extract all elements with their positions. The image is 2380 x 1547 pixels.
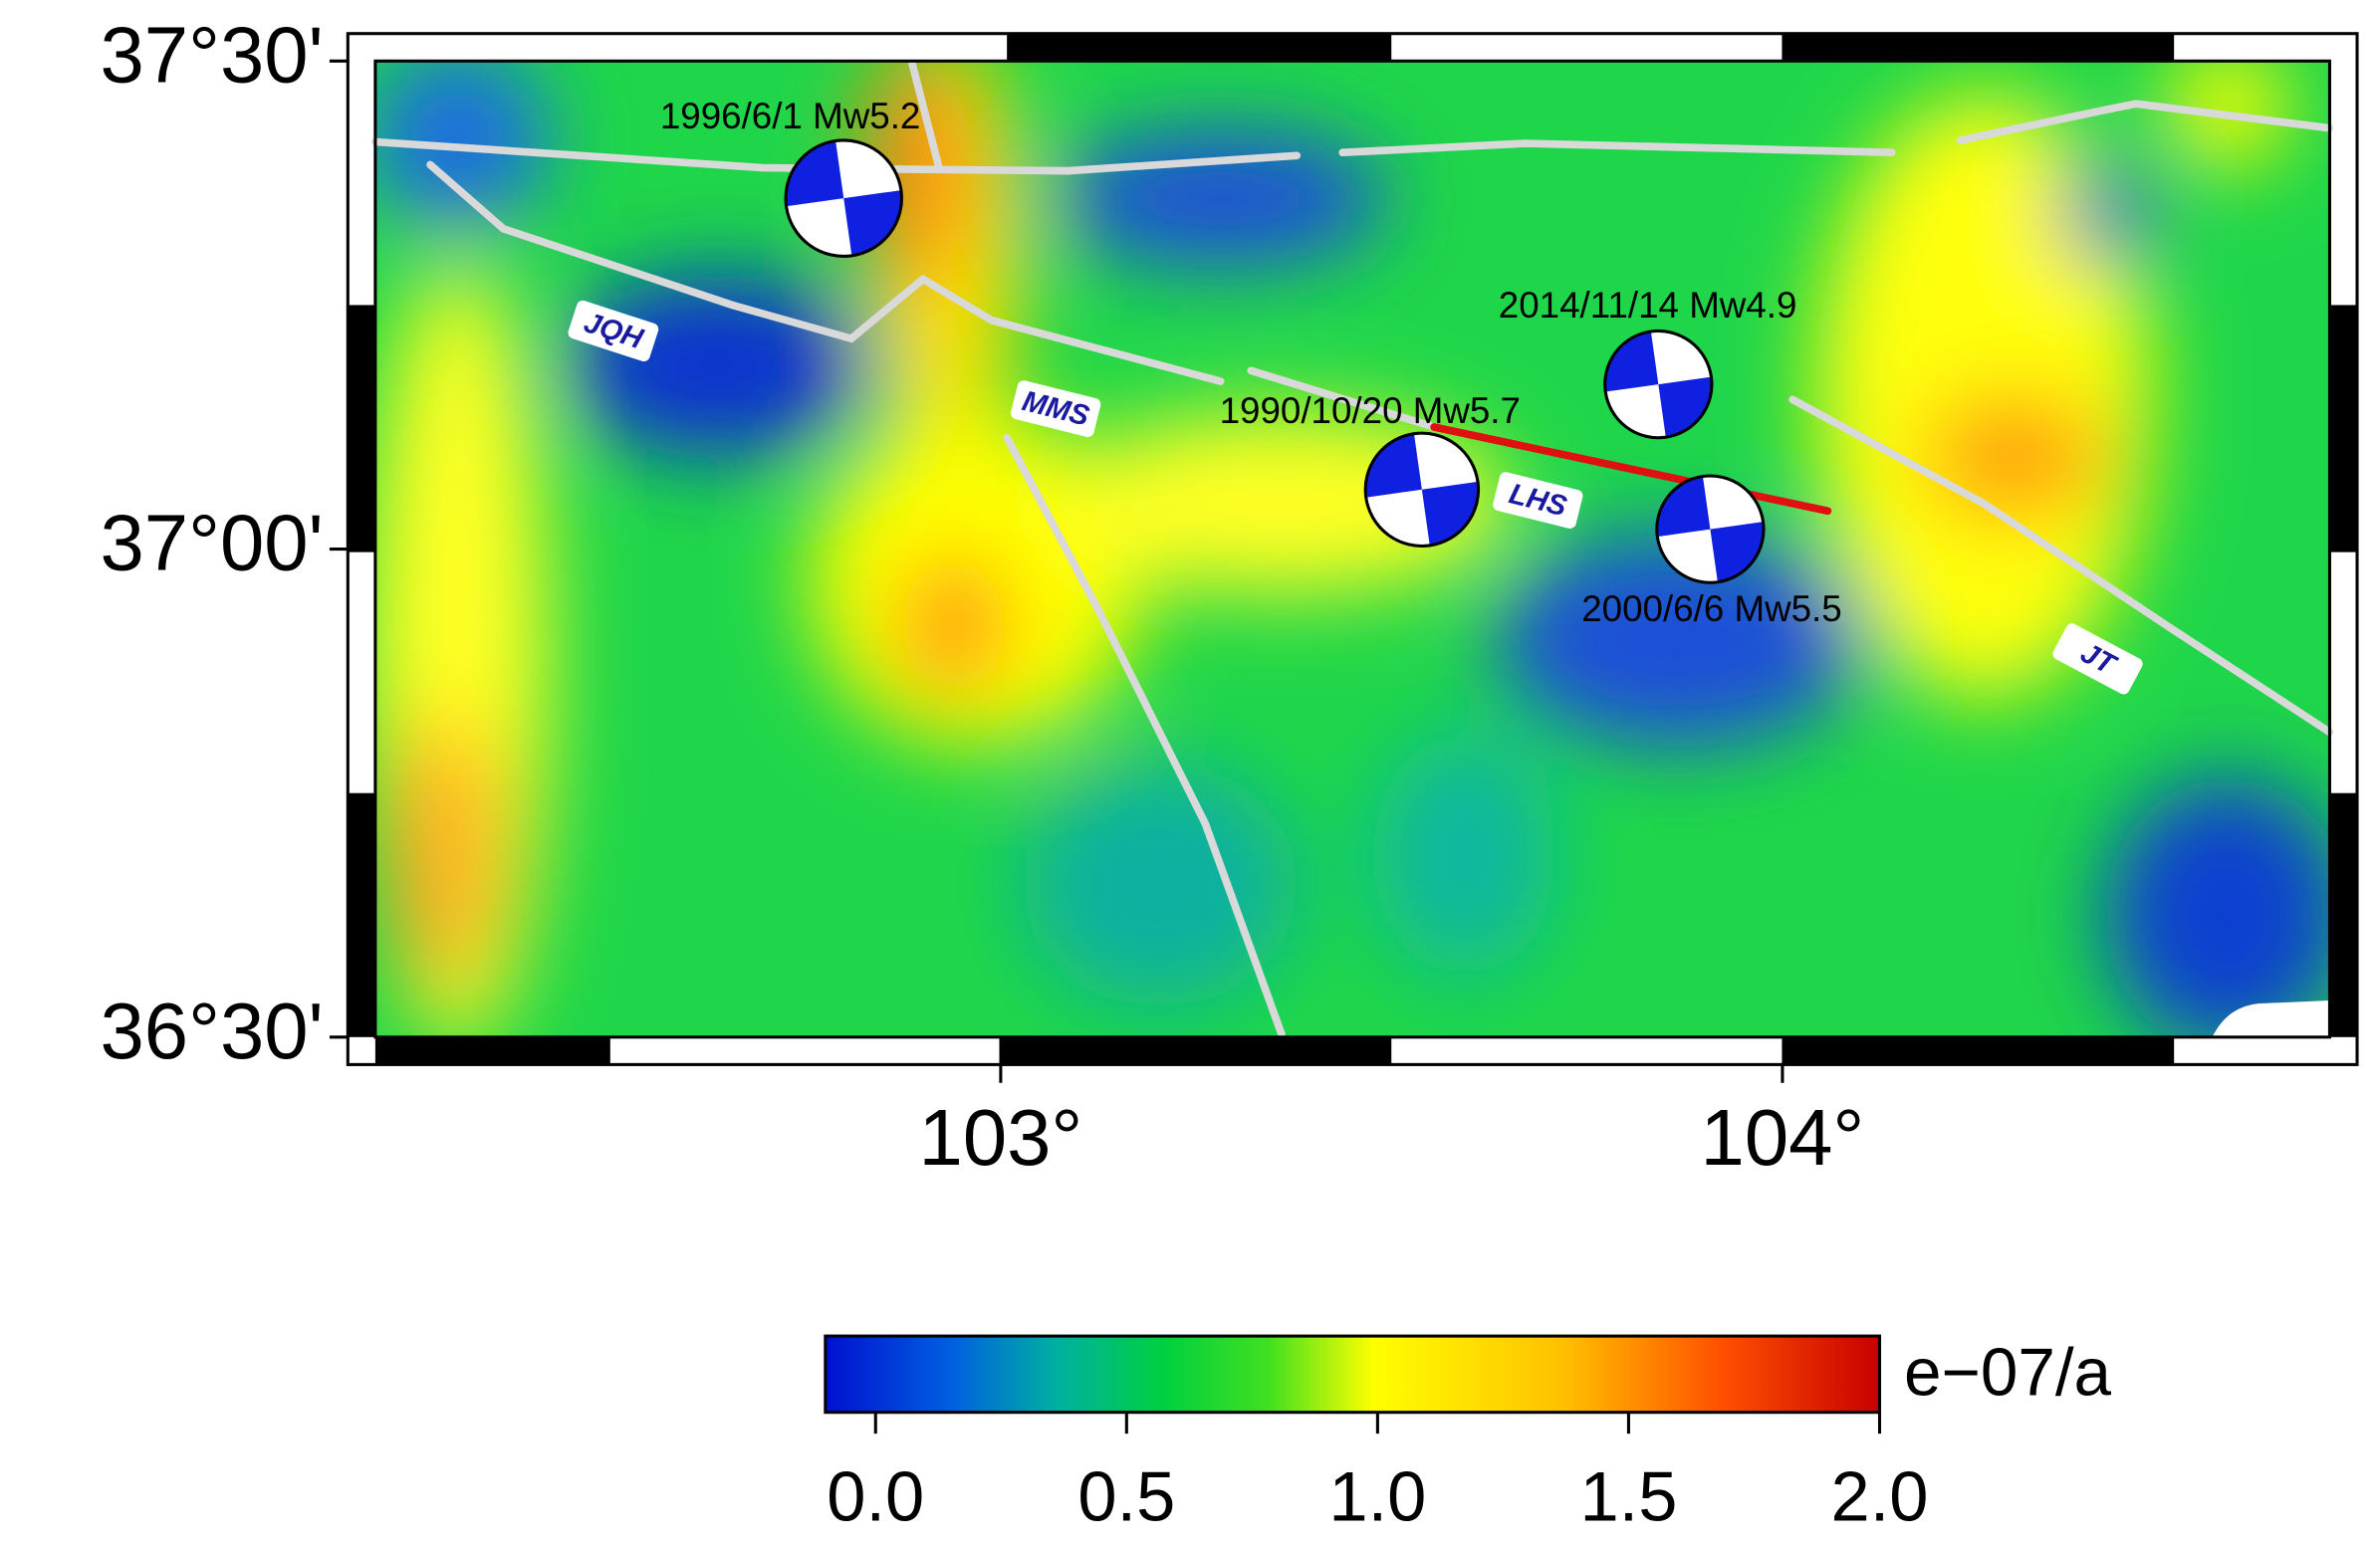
fault-line bbox=[1247, 366, 1438, 431]
event-label: 1996/6/1 Mw5.2 bbox=[660, 96, 921, 136]
fault-label-box bbox=[568, 300, 659, 362]
beachball-quadrant bbox=[843, 190, 902, 256]
x-tick-label: 104° bbox=[1701, 1093, 1865, 1182]
fault-line bbox=[371, 137, 1302, 175]
fault-line bbox=[1003, 433, 1286, 1038]
event-label: 2014/11/14 Mw4.9 bbox=[1499, 285, 1797, 326]
fault-line bbox=[1788, 395, 2334, 737]
fault-label-box bbox=[1493, 472, 1583, 529]
fault-line bbox=[426, 160, 1225, 385]
beachball-quadrant bbox=[1656, 476, 1711, 538]
beachball-outline bbox=[1363, 431, 1481, 549]
focal-mechanism bbox=[1655, 474, 1766, 584]
y-tick-label: 37°30' bbox=[101, 10, 324, 99]
focal-mechanism bbox=[784, 138, 903, 258]
beachball-outline bbox=[1603, 329, 1714, 440]
beachball-quadrant bbox=[1604, 331, 1659, 392]
beachball-quadrant bbox=[1421, 481, 1479, 546]
colorbar-tick-label: 0.0 bbox=[827, 1457, 924, 1536]
x-tick-label: 103° bbox=[919, 1093, 1083, 1182]
colorbar-ramp bbox=[824, 1334, 1882, 1415]
colorbar-tick-label: 0.5 bbox=[1077, 1457, 1175, 1536]
y-tick-label: 36°30' bbox=[101, 987, 324, 1075]
event-label: 2000/6/6 Mw5.5 bbox=[1581, 588, 1842, 629]
focal-mechanism bbox=[1603, 329, 1714, 440]
focal-mechanism bbox=[1363, 431, 1481, 549]
colorbar: e−07/a 0.0 0.5 1.0 1.5 2.0 bbox=[824, 1334, 2112, 1536]
beachball-quadrant bbox=[1365, 433, 1422, 498]
beachball-quadrant bbox=[1658, 376, 1712, 438]
fault-line bbox=[908, 60, 943, 169]
beachball-outline bbox=[1655, 474, 1766, 584]
y-tick-label: 37°00' bbox=[101, 499, 324, 587]
colorbar-tick-label: 1.5 bbox=[1579, 1457, 1677, 1536]
colorbar-tick-label: 2.0 bbox=[1831, 1457, 1929, 1536]
faults bbox=[371, 60, 2334, 1038]
event-label: 1990/10/20 Mw5.7 bbox=[1220, 390, 1521, 431]
fault-label-box bbox=[1011, 380, 1101, 438]
colorbar-unit: e−07/a bbox=[1904, 1335, 2112, 1410]
strain-field bbox=[374, 61, 2330, 1037]
fault-line bbox=[1338, 139, 1896, 157]
beachball-quadrant bbox=[786, 140, 844, 207]
beachball-quadrant bbox=[1710, 522, 1765, 582]
colorbar-tick-label: 1.0 bbox=[1328, 1457, 1426, 1536]
beachball-outline bbox=[784, 138, 903, 258]
rupture-line bbox=[1430, 423, 1832, 516]
fault-line bbox=[1956, 100, 2334, 144]
fault-label-box bbox=[2052, 623, 2143, 695]
